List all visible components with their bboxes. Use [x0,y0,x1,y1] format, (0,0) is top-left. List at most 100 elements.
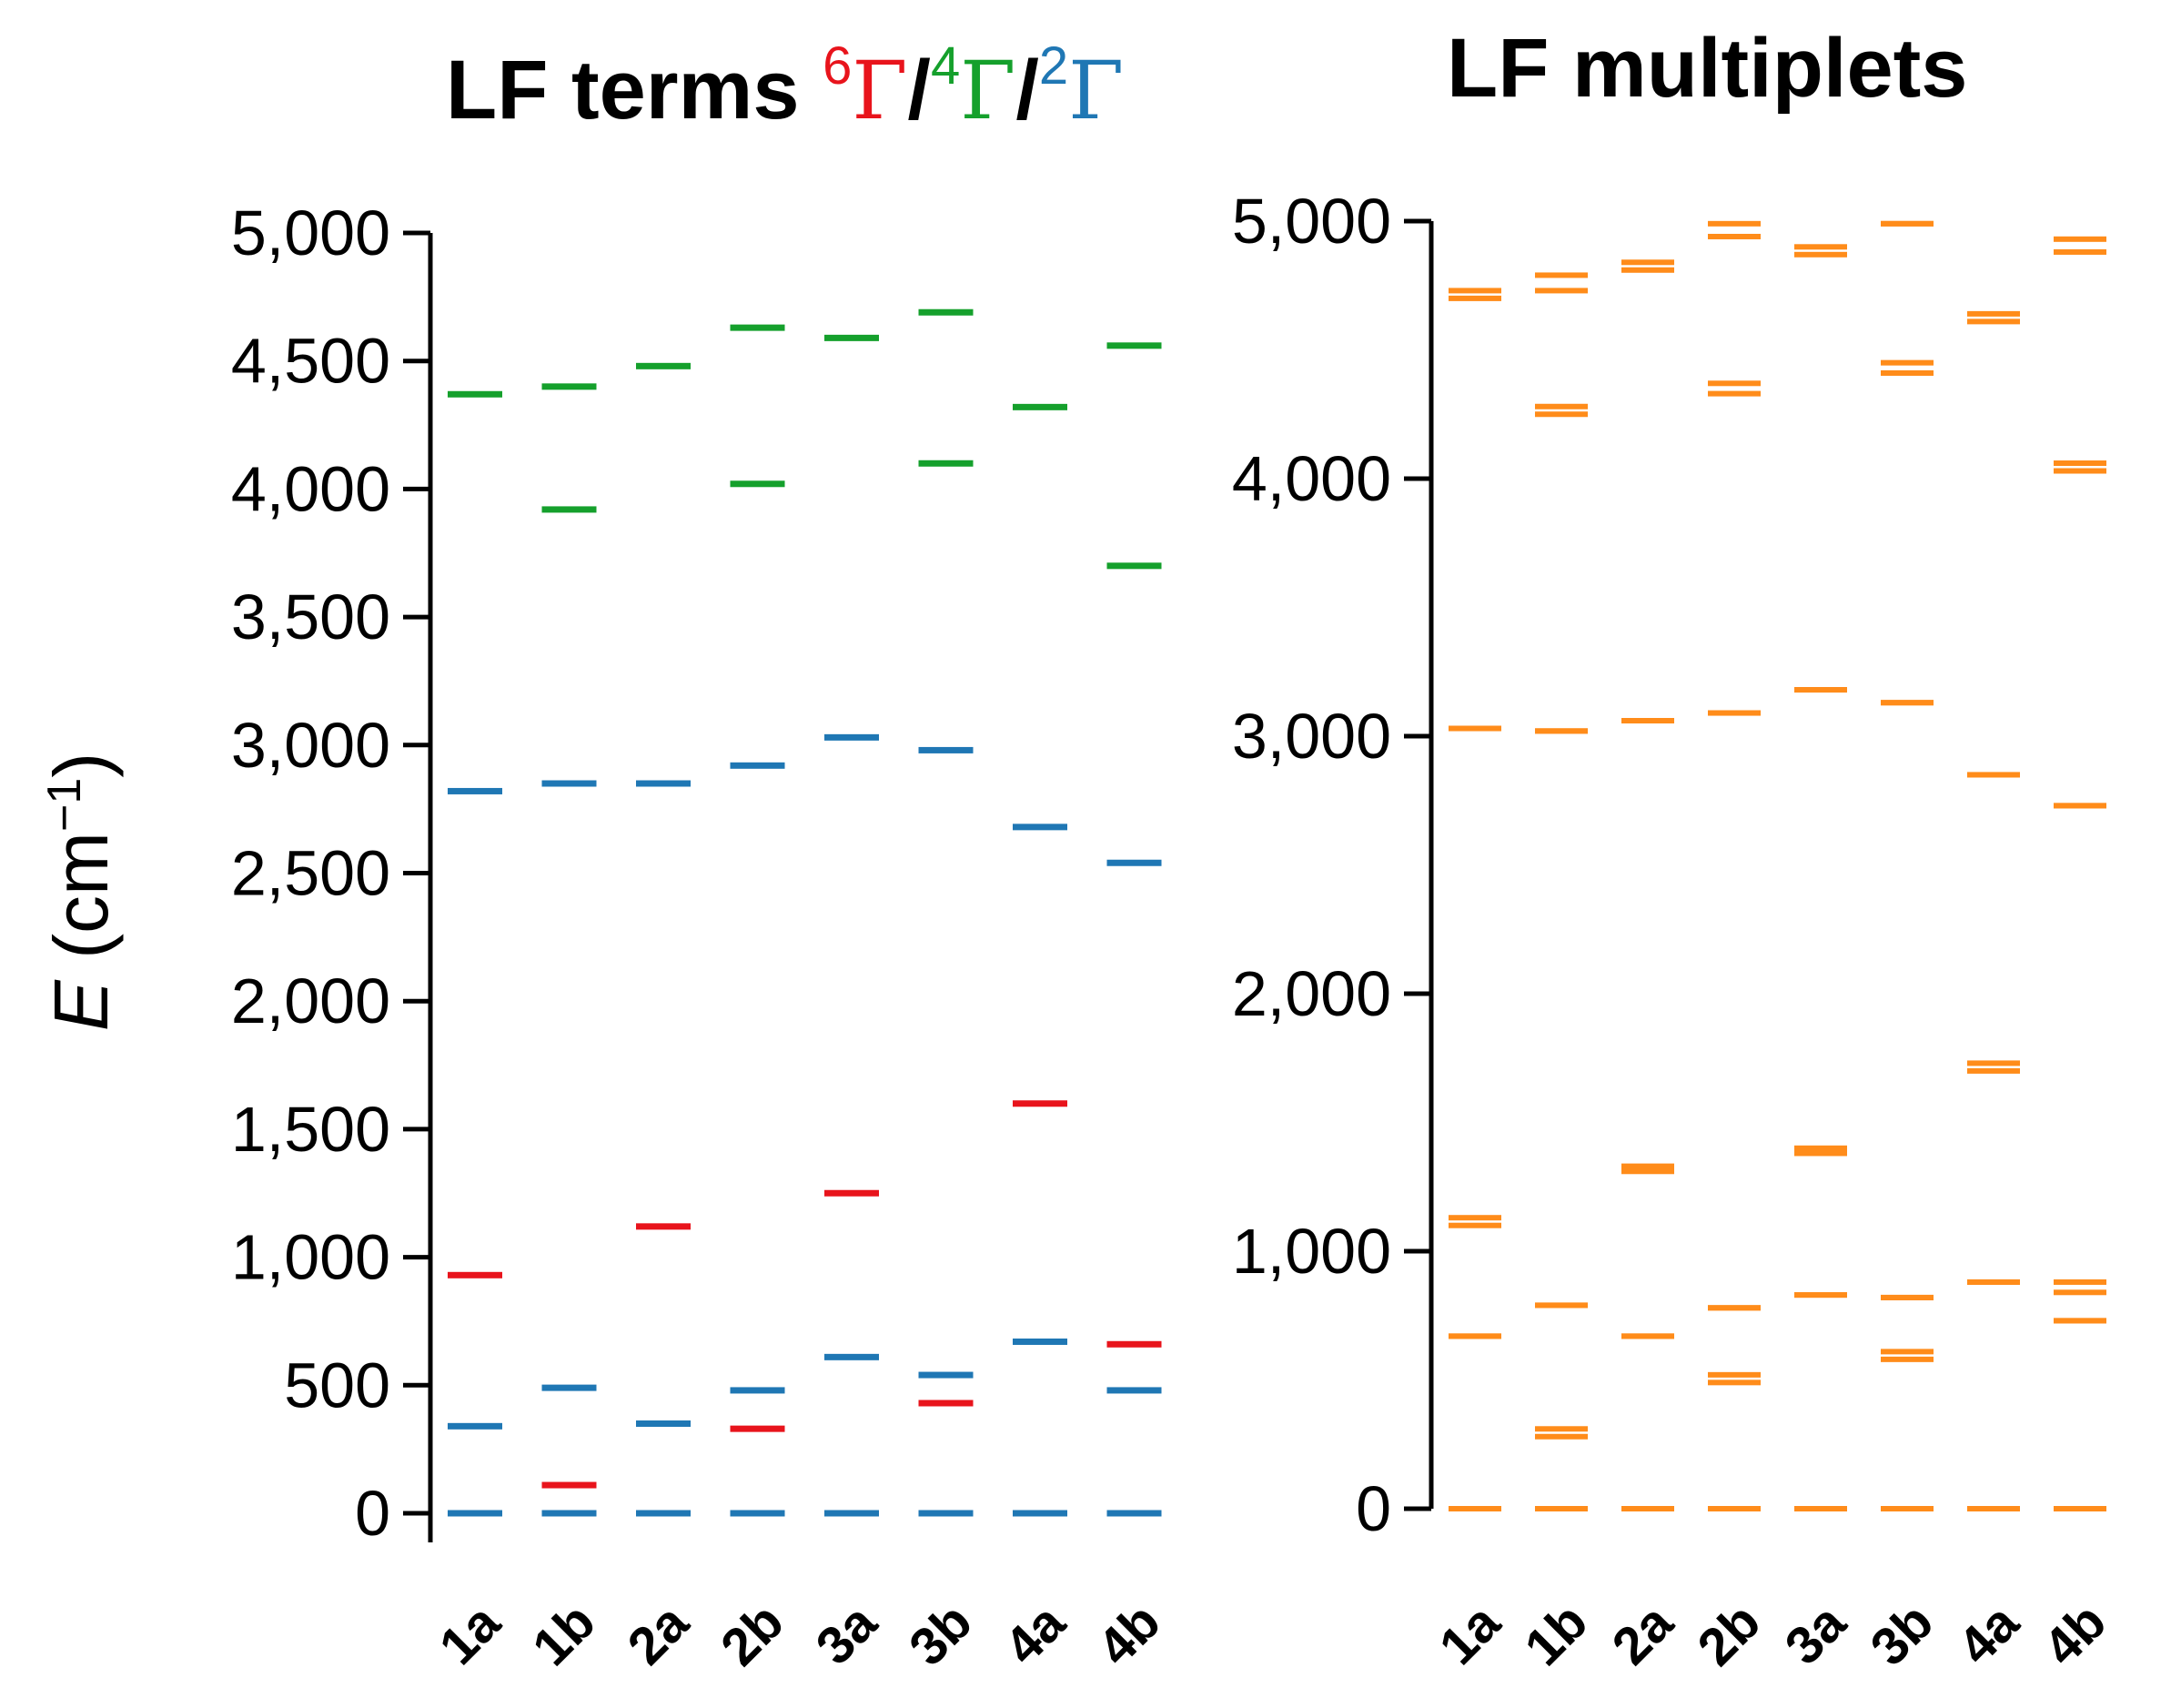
terms-category-label: 4a [993,1592,1076,1676]
multiplet-level-1b [1535,1426,1588,1432]
multiplet-level-4a [1967,318,2020,325]
multiplet-level-3a [1794,244,1847,250]
multiplet-level-1b [1535,411,1588,418]
term-level-1b [541,506,597,513]
term-level-2b [730,762,785,769]
term-level-3b [918,1510,974,1517]
term-level-1a [448,1422,502,1430]
multiplet-level-2b [1708,710,1761,716]
term-level-4a [1013,1100,1067,1107]
terms-sep-2: / [1015,44,1039,136]
multiplet-level-3b [1881,359,1934,366]
multiplet-level-3a [1794,251,1847,258]
terms-category-label: 3b [898,1592,984,1677]
term-level-3b [918,308,974,316]
terms-y-tick-label: 4,000 [231,453,390,524]
multiplets-category-label: 1b [1513,1592,1599,1677]
term-level-2b [730,1425,785,1432]
multiplet-level-3b [1881,1349,1934,1355]
multiplets-title: LF multiplets [1447,22,1967,115]
term-level-2b [730,1510,785,1517]
terms-y-tick-label: 500 [284,1349,390,1420]
ylabel-sup: −1 [38,778,91,832]
multiplet-level-1b [1535,1433,1588,1440]
multiplet-level-4a [1967,1060,2020,1066]
terms-y-tick-label: 2,500 [231,838,390,909]
multiplets-y-tick-label: 5,000 [1232,186,1391,257]
term-level-3a [824,334,879,341]
ylabel-var: E [38,979,124,1031]
term-level-2a [636,780,691,787]
panel-lf-multiplets: LF multiplets 0 1,000 2,000 3,000 4,000 5,000… [1232,22,2117,1677]
multiplet-level-1b [1535,288,1588,294]
ylabel-open: (cm [38,832,124,980]
multiplets-y-tick-label: 2,000 [1232,958,1391,1029]
multiplet-level-4a [1967,310,2020,317]
multiplet-level-2b [1708,1506,1761,1511]
terms-gamma-6: Γ [852,44,907,137]
term-level-4a [1013,824,1067,831]
term-level-4a [1013,403,1067,410]
multiplet-level-3b [1881,220,1934,227]
multiplet-level-2b [1708,220,1761,227]
terms-sup-4: 4 [931,36,960,96]
multiplet-level-4b [2054,236,2106,242]
term-level-4a [1013,1510,1067,1517]
multiplets-category-label: 3a [1773,1592,1857,1676]
multiplet-level-4a [1967,1278,2020,1285]
terms-title: LF terms 6Γ/4Γ/2Γ [446,36,1124,137]
terms-category-label: 1b [521,1592,607,1677]
multiplet-level-2b [1708,1305,1761,1311]
multiplet-level-1b [1535,403,1588,409]
terms-gamma-2: Γ [1068,44,1124,137]
multiplet-level-2a [1621,1506,1674,1511]
terms-y-tick-label: 2,000 [231,965,390,1036]
multiplet-level-4a [1967,1067,2020,1074]
terms-y-tick-label: 3,000 [231,710,390,781]
multiplet-level-3b [1881,1294,1934,1300]
terms-category-label: 3a [804,1592,888,1676]
terms-gamma-4: Γ [960,44,1015,137]
multiplet-level-2a [1621,1333,1674,1339]
multiplet-level-4b [2054,1278,2106,1285]
multiplet-level-4b [2054,460,2106,467]
term-level-2b [730,1387,785,1394]
multiplet-level-3b [1881,369,1934,376]
terms-category-label: 2a [616,1592,700,1676]
multiplet-level-1a [1449,1215,1501,1221]
multiplet-level-4b [2054,803,2106,809]
terms-sep-1: / [907,44,931,136]
term-level-4b [1106,562,1162,570]
multiplet-level-3a [1794,1150,1847,1157]
term-level-4b [1106,1340,1162,1348]
term-level-4a [1013,1338,1067,1345]
multiplet-level-2a [1621,267,1674,273]
terms-sup-2: 2 [1039,36,1068,96]
multiplet-level-4b [2054,468,2106,474]
multiplets-category-label: 1a [1428,1592,1511,1676]
multiplet-level-2a [1621,1168,1674,1175]
term-level-3a [824,1189,879,1197]
multiplet-level-2b [1708,380,1761,387]
term-level-1b [541,383,597,390]
multiplet-level-1a [1449,1506,1501,1511]
multiplet-level-3a [1794,1292,1847,1299]
multiplets-y-tick-label: 3,000 [1232,701,1391,772]
ylabel-close: ) [38,753,124,778]
terms-y-tick-label: 5,000 [231,197,390,268]
multiplet-level-2a [1621,718,1674,724]
term-level-4b [1106,1387,1162,1394]
multiplet-level-1a [1449,288,1501,294]
multiplet-level-1a [1449,1333,1501,1339]
term-level-3b [918,1400,974,1407]
multiplet-level-3a [1794,1506,1847,1511]
term-level-1b [541,780,597,787]
multiplet-level-4b [2054,1289,2106,1296]
multiplet-level-2a [1621,259,1674,266]
terms-category-label: 4b [1086,1592,1172,1677]
terms-category-label: 1a [428,1592,511,1676]
multiplet-level-4b [2054,1506,2106,1511]
multiplets-y-tick-label: 4,000 [1232,443,1391,514]
multiplet-level-3b [1881,700,1934,706]
